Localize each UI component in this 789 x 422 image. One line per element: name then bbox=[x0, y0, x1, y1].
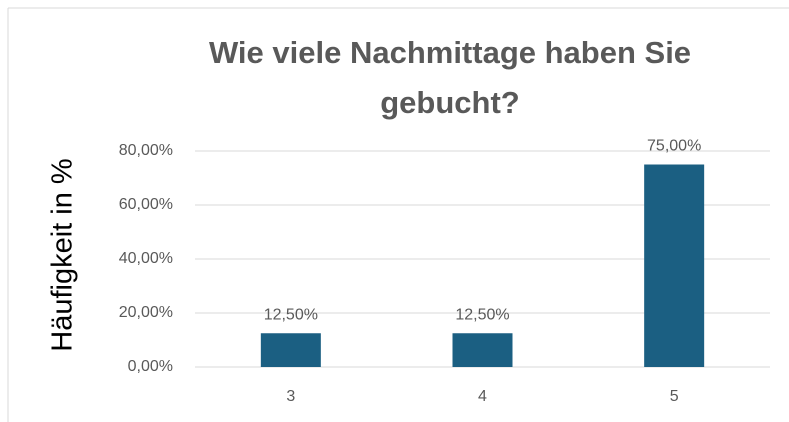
value-label: 12,50% bbox=[455, 306, 509, 323]
y-tick-label: 0,00% bbox=[128, 358, 173, 375]
bar bbox=[644, 164, 705, 367]
value-label: 75,00% bbox=[647, 138, 701, 155]
y-tick-label: 20,00% bbox=[119, 304, 173, 321]
y-tick-label: 60,00% bbox=[119, 196, 173, 213]
y-tick-label: 80,00% bbox=[119, 142, 173, 159]
bar bbox=[260, 333, 321, 367]
x-tick-label: 4 bbox=[478, 388, 487, 405]
y-axis-title: Häufigkeit in % bbox=[47, 158, 79, 351]
x-tick-label: 5 bbox=[670, 388, 679, 405]
x-tick-label: 3 bbox=[286, 388, 295, 405]
bar bbox=[452, 333, 513, 367]
y-tick-label: 40,00% bbox=[119, 250, 173, 267]
chart-title: Wie viele Nachmittage haben Sie gebucht? bbox=[208, 35, 692, 120]
value-label: 12,50% bbox=[264, 306, 318, 323]
